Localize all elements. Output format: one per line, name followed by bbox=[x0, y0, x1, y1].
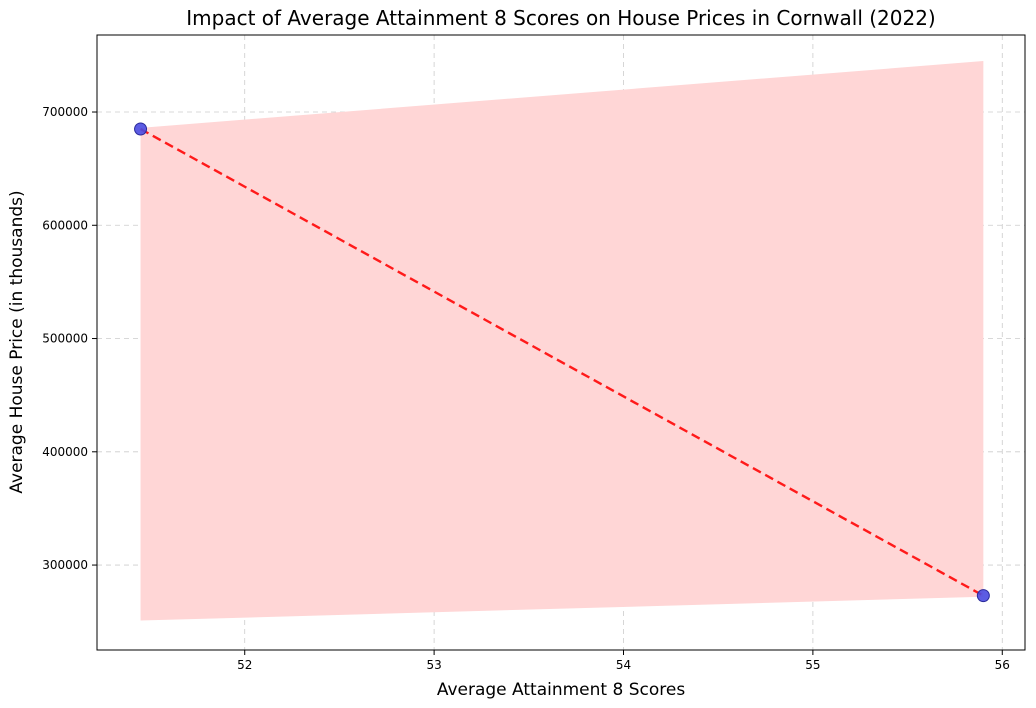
y-tick-label: 600000 bbox=[42, 218, 88, 232]
data-point bbox=[134, 122, 148, 136]
y-tick-label: 400000 bbox=[42, 445, 88, 459]
x-tick-label: 52 bbox=[237, 658, 252, 672]
x-tick-label: 53 bbox=[426, 658, 441, 672]
x-axis-ticks: 52 53 54 55 56 bbox=[237, 650, 1010, 672]
confidence-band bbox=[140, 61, 984, 621]
plot-area bbox=[96, 34, 1026, 651]
data-points bbox=[134, 122, 990, 603]
plot-frame bbox=[96, 34, 1026, 651]
x-tick-label: 54 bbox=[616, 658, 631, 672]
chart-title: Impact of Average Attainment 8 Scores on… bbox=[186, 6, 935, 30]
x-tick-label: 56 bbox=[995, 658, 1010, 672]
y-tick-label: 500000 bbox=[42, 332, 88, 346]
trend-line bbox=[139, 127, 984, 597]
x-axis-label: Average Attainment 8 Scores bbox=[437, 680, 685, 700]
y-axis-ticks: 300000 400000 500000 600000 700000 bbox=[42, 105, 97, 572]
y-tick-label: 700000 bbox=[42, 105, 88, 119]
data-point bbox=[976, 589, 990, 603]
x-tick-label: 55 bbox=[805, 658, 820, 672]
y-axis-label: Average House Price (in thousands) bbox=[7, 190, 27, 493]
y-tick-label: 300000 bbox=[42, 558, 88, 572]
